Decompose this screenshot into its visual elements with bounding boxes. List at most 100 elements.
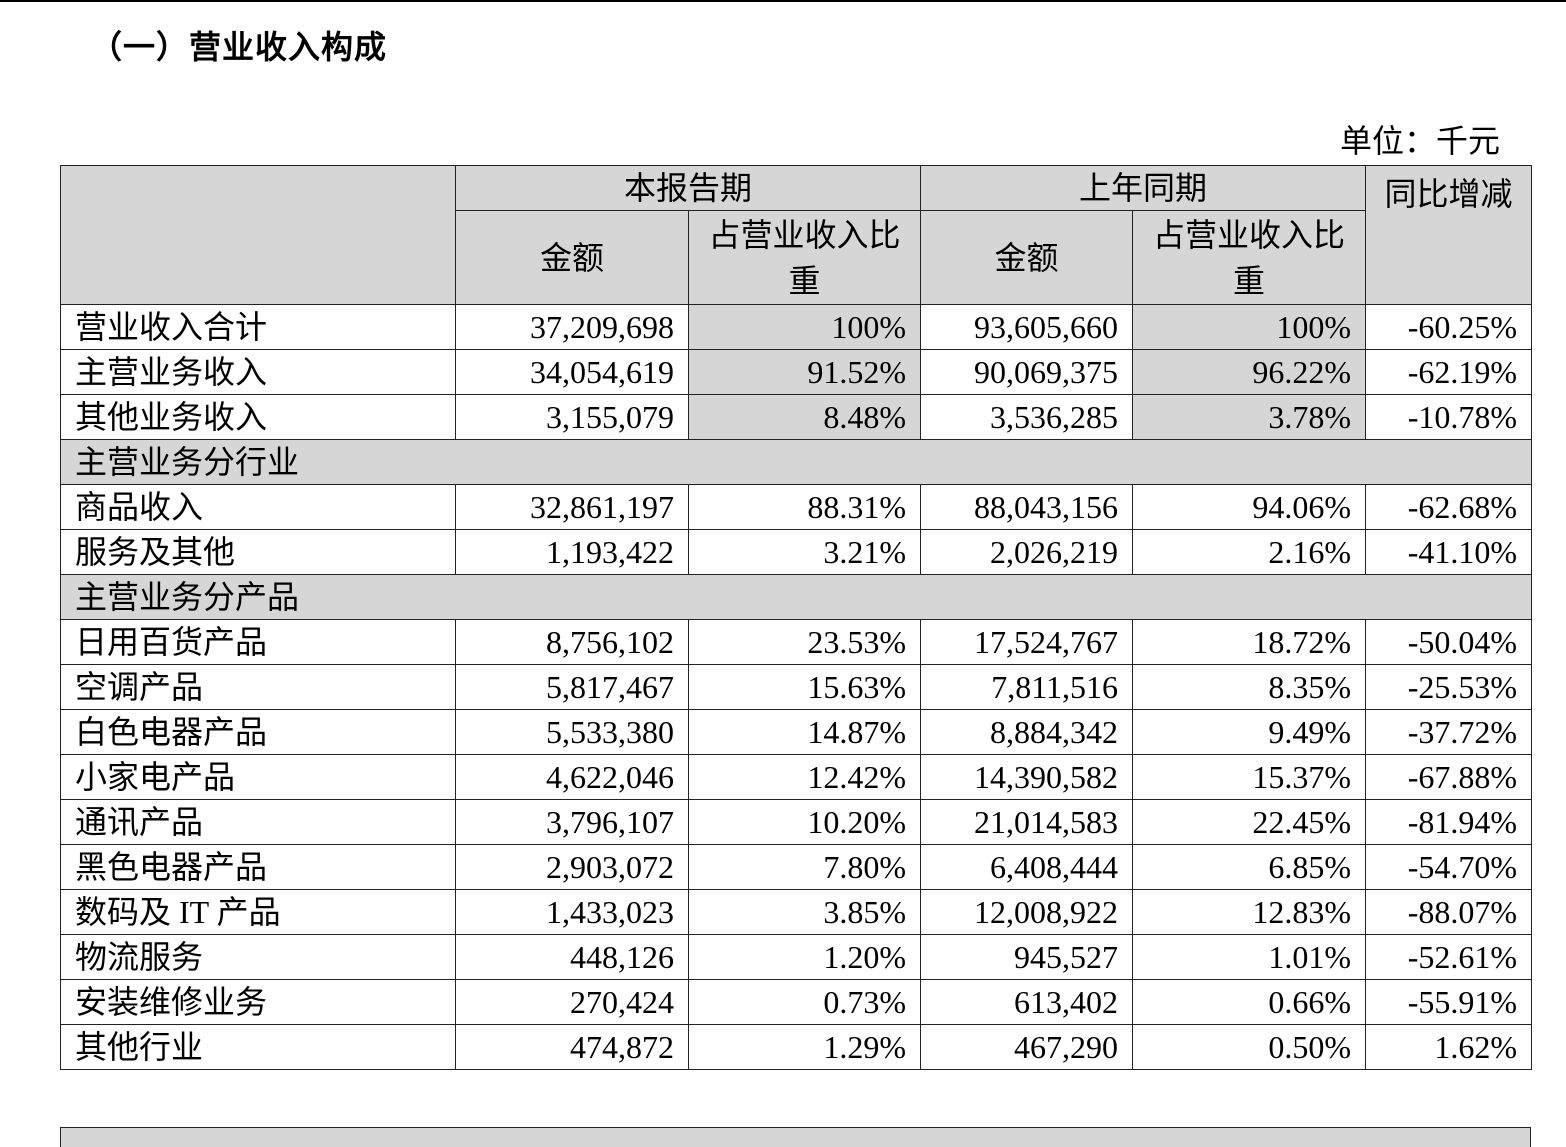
row-label: 其他业务收入 [60,394,456,440]
table-row: 其他行业 474,872 1.29% 467,290 0.50% 1.62% [60,1024,1533,1070]
current-amount-cell: 270,424 [455,979,689,1025]
prior-amount-cell: 90,069,375 [920,349,1134,395]
row-label: 安装维修业务 [60,979,456,1025]
unit-label: 单位：千元 [1339,123,1500,159]
section-industry-label: 主营业务分行业 [59,439,1533,485]
prior-share-cell: 12.83% [1132,889,1367,935]
table-row: 白色电器产品 5,533,380 14.87% 8,884,342 9.49% -37.7… [60,709,1533,755]
table-row: 黑色电器产品 2,903,072 7.80% 6,408,444 6.85% -54.70… [60,844,1533,890]
prior-share-cell: 0.50% [1132,1024,1367,1070]
prior-share-cell: 9.49% [1132,709,1367,755]
header-row-2: 金额 占营业收入比重 金额 占营业收入比重 [61,210,1532,305]
section-title: （一）营业收入构成 [90,28,388,66]
yoy-cell: -60.25% [1365,304,1533,350]
prior-share-cell: 96.22% [1132,349,1367,395]
current-share-cell: 88.31% [687,484,922,530]
prior-share-cell: 1.01% [1132,934,1367,980]
row-label: 主营业务收入 [60,349,456,395]
current-amount-cell: 2,903,072 [455,844,689,890]
row-label: 通讯产品 [60,799,456,845]
row-label: 数码及 IT 产品 [60,889,456,935]
header-yoy: 同比增减 [1365,165,1533,305]
current-share-cell: 12.42% [687,754,922,800]
current-amount-cell: 1,433,023 [455,889,689,935]
current-amount-cell: 8,756,102 [455,619,689,665]
table-row: 其他业务收入 3,155,079 8.48% 3,536,285 3.78% -10.78… [60,394,1533,440]
table-row: 空调产品 5,817,467 15.63% 7,811,516 8.35% -25.53% [60,664,1533,710]
current-amount-cell: 5,817,467 [455,664,689,710]
current-share-cell: 3.85% [687,889,922,935]
table-row: 物流服务 448,126 1.20% 945,527 1.01% -52.61% [60,934,1533,980]
section-product-label: 主营业务分产品 [59,574,1533,620]
current-share-cell: 15.63% [687,664,922,710]
current-share-cell: 100% [687,304,922,350]
prior-share-cell: 15.37% [1132,754,1367,800]
header-prior-period: 上年同期 [920,165,1367,211]
current-amount-cell: 3,155,079 [455,394,689,440]
prior-amount-cell: 12,008,922 [920,889,1134,935]
prior-amount-cell: 3,536,285 [920,394,1134,440]
prior-amount-cell: 21,014,583 [920,799,1134,845]
current-share-cell: 0.73% [687,979,922,1025]
current-share-cell: 10.20% [687,799,922,845]
table-row: 数码及 IT 产品 1,433,023 3.85% 12,008,922 12.83% -… [60,889,1533,935]
yoy-cell: 1.62% [1365,1024,1533,1070]
yoy-cell: -67.88% [1365,754,1533,800]
header-row-1: 本报告期 上年同期 同比增减 [60,165,1533,305]
header-current-period: 本报告期 [454,165,922,211]
current-share-cell: 7.80% [687,844,922,890]
row-label: 其他行业 [60,1024,456,1070]
current-amount-cell: 3,796,107 [455,799,689,845]
row-label: 营业收入合计 [60,304,456,350]
top-rule [0,0,1566,2]
row-label: 空调产品 [60,664,456,710]
row-label: 黑色电器产品 [60,844,456,890]
next-section-row-partial [60,1127,1531,1147]
yoy-cell: -41.10% [1365,529,1533,575]
current-share-cell: 1.29% [687,1024,922,1070]
prior-amount-cell: 17,524,767 [920,619,1134,665]
yoy-cell: -10.78% [1365,394,1533,440]
prior-share-cell: 94.06% [1132,484,1367,530]
prior-share-cell: 18.72% [1132,619,1367,665]
row-label: 白色电器产品 [60,709,456,755]
prior-amount-cell: 7,811,516 [920,664,1134,710]
yoy-cell: -88.07% [1365,889,1533,935]
table-row: 小家电产品 4,622,046 12.42% 14,390,582 15.37% -67.… [60,754,1533,800]
prior-amount-cell: 613,402 [920,979,1134,1025]
table-row: 通讯产品 3,796,107 10.20% 21,014,583 22.45% -81.9… [60,799,1533,845]
section-product: 主营业务分产品 [59,574,1533,620]
prior-share-cell: 8.35% [1132,664,1367,710]
header-current-amount: 金额 [455,210,689,305]
table-row: 营业收入合计 37,209,698 100% 93,605,660 100% -60.25… [60,304,1533,350]
row-label: 日用百货产品 [60,619,456,665]
current-amount-cell: 448,126 [455,934,689,980]
yoy-cell: -52.61% [1365,934,1533,980]
prior-amount-cell: 945,527 [920,934,1134,980]
table-row: 商品收入 32,861,197 88.31% 88,043,156 94.06% -62.… [60,484,1533,530]
prior-share-cell: 22.45% [1132,799,1367,845]
yoy-cell: -50.04% [1365,619,1533,665]
prior-share-cell: 100% [1132,304,1367,350]
header-prior-share: 占营业收入比重 [1132,210,1367,305]
header-current-share: 占营业收入比重 [687,210,922,305]
yoy-cell: -62.68% [1365,484,1533,530]
current-share-cell: 14.87% [687,709,922,755]
prior-amount-cell: 14,390,582 [920,754,1134,800]
current-share-cell: 1.20% [687,934,922,980]
prior-amount-cell: 88,043,156 [920,484,1134,530]
current-amount-cell: 4,622,046 [455,754,689,800]
current-amount-cell: 37,209,698 [455,304,689,350]
current-share-cell: 8.48% [687,394,922,440]
prior-share-cell: 6.85% [1132,844,1367,890]
yoy-cell: -62.19% [1365,349,1533,395]
row-label: 小家电产品 [60,754,456,800]
prior-amount-cell: 6,408,444 [920,844,1134,890]
revenue-table: 本报告期 上年同期 同比增减 金额 占营业收入比重 金额 占营业收入比重 营业收… [59,165,1533,1070]
prior-amount-cell: 2,026,219 [920,529,1134,575]
prior-amount-cell: 93,605,660 [920,304,1134,350]
current-share-cell: 23.53% [687,619,922,665]
section-industry: 主营业务分行业 [59,439,1533,485]
prior-amount-cell: 467,290 [920,1024,1134,1070]
yoy-cell: -25.53% [1365,664,1533,710]
